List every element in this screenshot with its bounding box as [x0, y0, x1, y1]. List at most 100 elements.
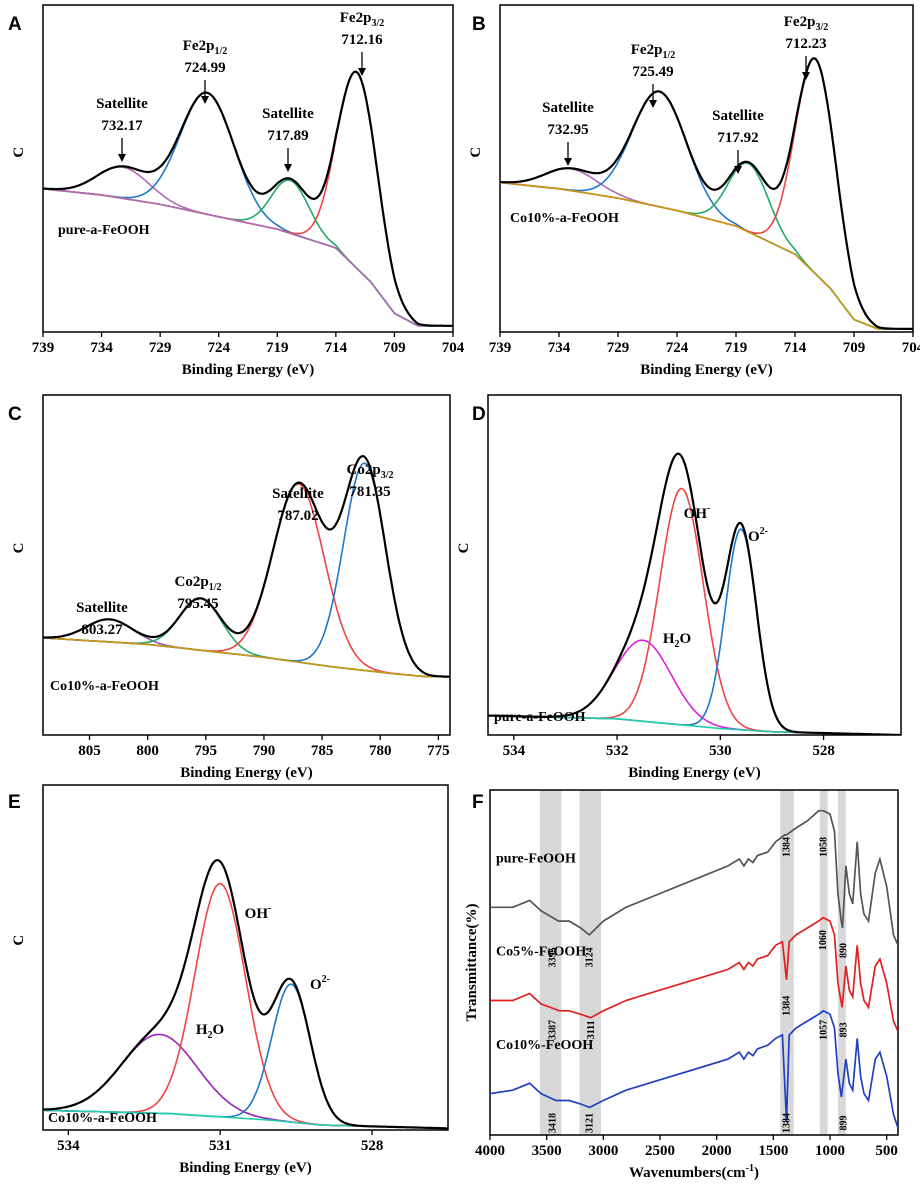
- x-tick-label: 704: [442, 340, 465, 356]
- band-value-label: 893: [839, 1022, 850, 1037]
- peak-label-main: Co2p: [175, 574, 209, 590]
- plot-area: [500, 57, 913, 330]
- peak-label: Satellite: [712, 108, 764, 124]
- peak-label-main: O: [748, 529, 760, 545]
- x-tick-label: 709: [383, 340, 406, 356]
- peak-arrow-head: [284, 164, 292, 172]
- peak-value: 724.99: [184, 60, 225, 76]
- peak-label-sub: 1/2: [209, 582, 222, 593]
- peak-label-text: Satellite: [272, 486, 324, 502]
- panel-C: C 805 800 795 790 785 780 775 Binding Energy (eV…: [8, 394, 451, 781]
- x-tick-label: 729: [149, 340, 172, 356]
- peak-label-main: OH: [245, 906, 269, 922]
- x-tick-label: 532: [606, 743, 629, 759]
- band-value-label: 899: [839, 1116, 850, 1131]
- x-tick-label: 534: [503, 743, 526, 759]
- x-tick-label: 2500: [645, 1143, 675, 1159]
- peak-component-Satellite: [43, 179, 453, 327]
- band-value-label: 3387: [547, 1020, 558, 1040]
- y-axis-title: C: [11, 935, 27, 946]
- x-tick-label: 3500: [532, 1143, 562, 1159]
- peak-value: 795.45: [177, 596, 218, 612]
- peak-arrow-head: [802, 72, 810, 80]
- plot-area: [43, 858, 448, 1130]
- y-axis-title: C: [456, 543, 472, 554]
- ftir-series-Co10%-FeOOH: [490, 1009, 898, 1129]
- sample-label: Co10%-a-FeOOH: [48, 1111, 157, 1126]
- peak-label-sub: 2: [208, 1030, 213, 1041]
- peak-label-tail: O: [680, 631, 692, 647]
- peak-component-Satellite: [500, 162, 913, 330]
- peak-label: Satellite: [542, 100, 594, 116]
- x-axis-title: Binding Energy (eV): [628, 765, 761, 781]
- peak-label: Satellite: [262, 106, 314, 122]
- x-axis-title-tail: ): [754, 1165, 759, 1181]
- sample-label: pure-a-FeOOH: [58, 223, 150, 238]
- series-label: Co5%-FeOOH: [496, 945, 586, 960]
- peak-component-OH-: [488, 487, 901, 735]
- peak-value: 787.02: [277, 508, 318, 524]
- panel-label-D: D: [472, 404, 486, 425]
- peak-label-sup: 2-: [760, 526, 768, 537]
- x-tick-label: 531: [209, 1138, 232, 1154]
- envelope-curve: [43, 858, 448, 1130]
- ftir-series-Co5%-FeOOH: [490, 916, 898, 1032]
- peak-label-text: Satellite: [712, 108, 764, 124]
- plot-area: [43, 70, 453, 327]
- panel-label-A: A: [8, 14, 22, 35]
- peak-label-sub: 1/2: [662, 50, 675, 61]
- peak-value: 732.17: [101, 118, 143, 134]
- band-value-label: 1058: [818, 837, 829, 857]
- peak-label-main: Fe2p: [340, 10, 372, 26]
- x-tick-label: 2000: [702, 1143, 732, 1159]
- band-highlight: [819, 790, 828, 1135]
- peak-label: Co2p1/2: [175, 574, 222, 593]
- peak-label-text: Satellite: [76, 600, 128, 616]
- peak-arrow-head: [649, 100, 657, 108]
- x-tick-label: 724: [666, 340, 689, 356]
- peak-label-main: H: [196, 1022, 208, 1038]
- peak-value: 732.95: [547, 122, 588, 138]
- y-axis-title: C: [468, 147, 484, 158]
- x-tick-label: 714: [325, 340, 348, 356]
- x-axis-title: Wavenumbers(cm-1): [629, 1163, 759, 1181]
- peak-component-Satellite: [43, 483, 450, 678]
- plot-frame: [489, 789, 899, 1136]
- baseline-curve: [43, 637, 450, 678]
- peak-label-main: Fe2p: [183, 38, 215, 54]
- x-tick-label: 790: [253, 743, 276, 759]
- band-highlight: [539, 790, 562, 1135]
- y-axis-title: C: [11, 147, 27, 158]
- x-tick-label: 719: [266, 340, 289, 356]
- panel-label-C: C: [8, 404, 22, 425]
- band-value-label: 1057: [819, 1020, 830, 1040]
- x-tick-label: 1000: [815, 1143, 845, 1159]
- peak-label: OH-: [684, 503, 711, 522]
- band-value-label: 1384: [781, 1113, 792, 1133]
- peak-label: Fe2p3/2: [340, 10, 384, 29]
- baseline-curve: [43, 187, 453, 327]
- panel-F: F 4000 3500 3000 2500 2000 1500 1000 500 Wavenumb…: [464, 789, 899, 1181]
- x-tick-label: 780: [369, 743, 392, 759]
- x-tick-label: 800: [136, 743, 159, 759]
- sample-label: Co10%-a-FeOOH: [50, 679, 159, 694]
- peak-label-tail: O: [213, 1022, 225, 1038]
- peak-value: 725.49: [632, 64, 673, 80]
- peak-label-sub: 3/2: [371, 18, 384, 29]
- peak-label-sub: 2: [675, 639, 680, 650]
- peak-value: 781.35: [349, 484, 390, 500]
- envelope-curve: [488, 452, 901, 735]
- peak-label: O2-: [748, 526, 768, 545]
- x-tick-label: 739: [32, 340, 55, 356]
- x-axis-title: Binding Energy (eV): [640, 362, 773, 378]
- peak-label-sub: 1/2: [214, 46, 227, 57]
- x-tick-label: 724: [207, 340, 230, 356]
- envelope-curve: [43, 70, 453, 327]
- x-tick-label: 805: [78, 743, 101, 759]
- x-axis-title: Binding Energy (eV): [179, 1160, 312, 1176]
- panel-label-F: F: [472, 792, 484, 813]
- band-highlight: [579, 790, 602, 1135]
- plot-frame: [42, 4, 454, 333]
- x-tick-label: 534: [57, 1138, 80, 1154]
